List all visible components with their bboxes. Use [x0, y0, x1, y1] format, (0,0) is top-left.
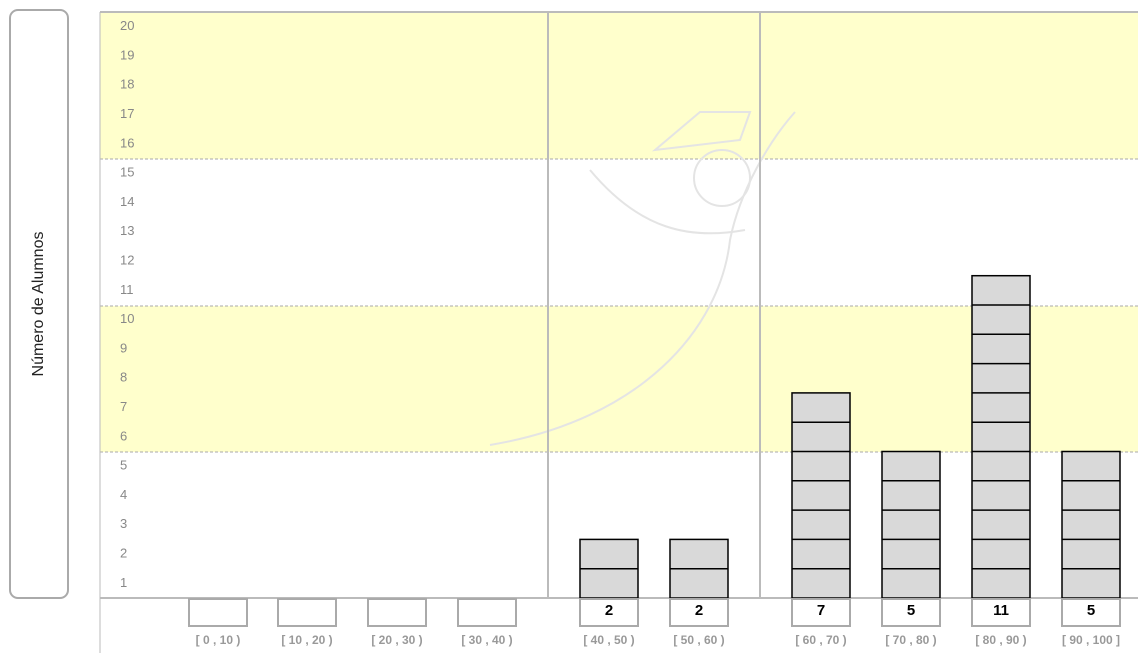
- x-tick-label: [ 40 , 50 ): [583, 633, 634, 647]
- y-tick-label: 2: [120, 545, 127, 560]
- y-tick-label: 17: [120, 106, 134, 121]
- bar: [1062, 452, 1120, 599]
- value-label: 2: [605, 602, 613, 619]
- y-tick-label: 5: [120, 458, 127, 473]
- chart: Número de Alumnos 1234567891011121314151…: [0, 0, 1138, 653]
- y-tick-label: 12: [120, 252, 134, 267]
- y-tick-label: 11: [120, 282, 134, 297]
- y-tick-label: 16: [120, 135, 134, 150]
- bar: [972, 276, 1030, 598]
- bar: [882, 452, 940, 599]
- y-tick-label: 9: [120, 340, 127, 355]
- y-tick-label: 20: [120, 18, 134, 33]
- x-tick-label: [ 10 , 20 ): [281, 633, 332, 647]
- bar: [792, 393, 850, 598]
- y-tick-label: 6: [120, 428, 127, 443]
- band: [100, 12, 1138, 159]
- x-tick-label: [ 20 , 30 ): [371, 633, 422, 647]
- x-tick-label: [ 80 , 90 ): [975, 633, 1026, 647]
- page: Número de Alumnos 1234567891011121314151…: [0, 0, 1138, 653]
- value-label: 7: [817, 602, 825, 619]
- value-box: [368, 599, 426, 626]
- y-tick-label: 10: [120, 311, 134, 326]
- y-tick-label: 4: [120, 487, 127, 502]
- y-tick-label: 13: [120, 223, 134, 238]
- x-tick-label: [ 70 , 80 ): [885, 633, 936, 647]
- value-label: 5: [1087, 602, 1095, 619]
- x-tick-label: [ 30 , 40 ): [461, 633, 512, 647]
- value-box: [458, 599, 516, 626]
- watermark-arc: [590, 170, 745, 233]
- x-tick-label: [ 60 , 70 ): [795, 633, 846, 647]
- value-label: 2: [695, 602, 703, 619]
- x-tick-label: [ 0 , 10 ): [196, 633, 241, 647]
- value-label: 5: [907, 602, 915, 619]
- y-tick-label: 14: [120, 194, 134, 209]
- value-box: [189, 599, 247, 626]
- y-tick-label: 7: [120, 399, 127, 414]
- y-tick-label: 8: [120, 370, 127, 385]
- y-axis-label: Número de Alumnos: [30, 232, 47, 377]
- value-label: 11: [993, 602, 1009, 619]
- y-tick-label: 1: [120, 575, 127, 590]
- y-tick-label: 15: [120, 165, 134, 180]
- y-tick-label: 3: [120, 516, 127, 531]
- y-tick-label: 19: [120, 47, 134, 62]
- value-box: [278, 599, 336, 626]
- y-tick-label: 18: [120, 77, 134, 92]
- x-tick-label: [ 50 , 60 ): [673, 633, 724, 647]
- x-tick-label: [ 90 , 100 ]: [1062, 633, 1120, 647]
